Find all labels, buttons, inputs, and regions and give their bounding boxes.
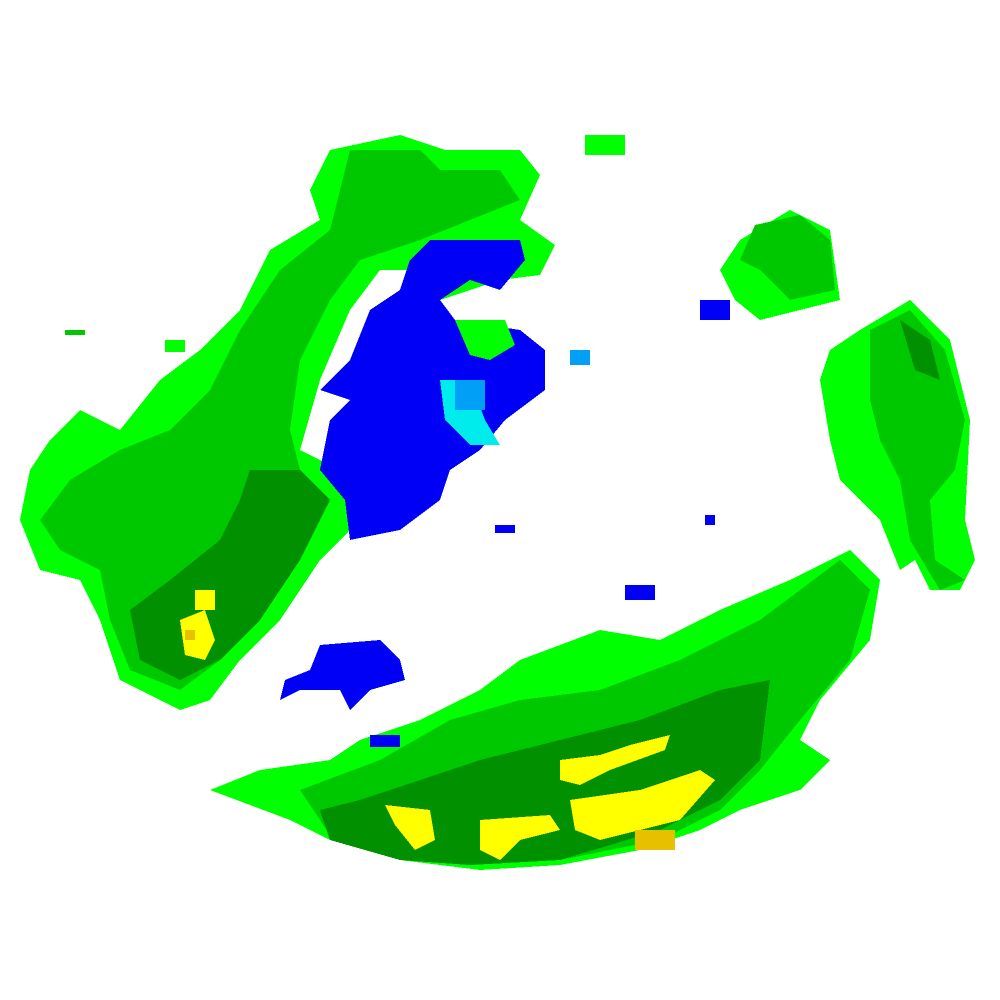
echo-south-core2 <box>480 815 560 860</box>
echo-west-gold <box>185 630 195 640</box>
echo-east-green <box>870 310 965 590</box>
echo-center-lightblue <box>455 380 485 410</box>
echo-east-dark <box>900 320 940 380</box>
echo-ne-blue <box>700 300 730 320</box>
echo-speck <box>570 350 590 365</box>
echo-south-core1 <box>570 770 715 840</box>
echo-ne-green2 <box>740 215 835 300</box>
echo-speck <box>705 515 715 525</box>
echo-speck <box>165 340 185 352</box>
echo-south-gold <box>635 830 675 850</box>
echo-south-blue <box>280 640 405 710</box>
echo-south-core3 <box>385 805 435 850</box>
echo-west-dark <box>130 470 330 680</box>
echo-center-blue <box>320 240 545 540</box>
echo-south-core4 <box>560 735 670 785</box>
echo-west-green <box>40 150 520 690</box>
echo-east-blue <box>625 585 655 600</box>
echo-center-green <box>455 320 515 360</box>
echo-west-core <box>180 610 215 660</box>
echo-speck <box>495 525 515 533</box>
echo-speck <box>65 330 85 335</box>
echo-speck <box>585 135 625 155</box>
echo-south-blue2 <box>370 735 400 747</box>
echo-west-core2 <box>195 590 215 610</box>
